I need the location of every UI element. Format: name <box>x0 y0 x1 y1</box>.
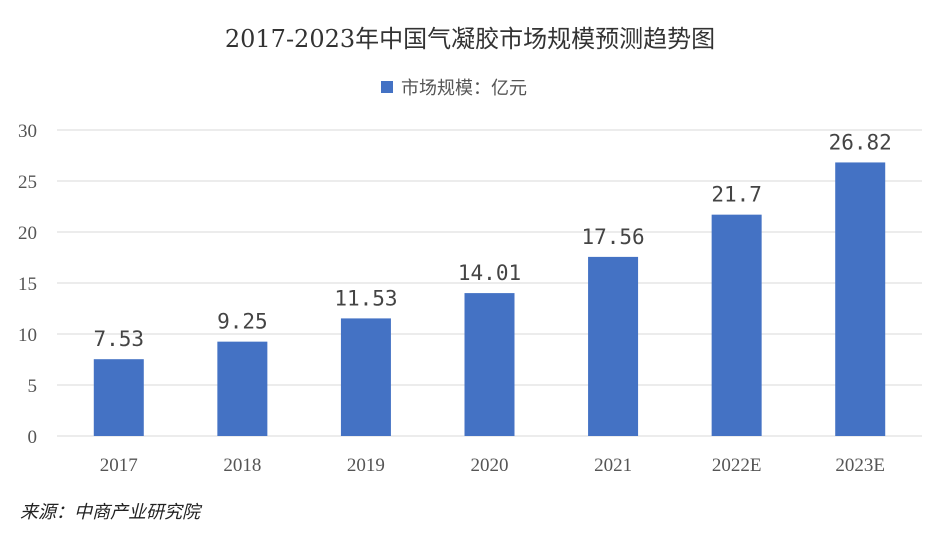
bar <box>340 318 391 436</box>
x-tick-label: 2021 <box>594 455 632 476</box>
x-axis-ticks: 2017 2018 2019 2020 2021 2022E 2023E <box>100 455 885 476</box>
y-tick-label: 15 <box>18 274 37 295</box>
y-tick-label: 5 <box>28 376 38 397</box>
bar <box>835 162 886 436</box>
y-tick-label: 20 <box>18 223 37 244</box>
legend-swatch <box>381 81 393 93</box>
data-labels: 7.53 9.25 11.53 14.01 17.56 21.7 26.82 <box>93 130 891 351</box>
bar <box>217 341 268 436</box>
x-tick-label: 2018 <box>223 455 261 476</box>
data-label: 26.82 <box>829 130 892 154</box>
bar <box>93 359 144 436</box>
bar <box>711 214 762 436</box>
x-tick-label: 2019 <box>347 455 385 476</box>
chart-title: 2017-2023年中国气凝胶市场规模预测趋势图 <box>225 25 715 53</box>
x-tick-label: 2023E <box>835 455 885 476</box>
bar <box>464 293 515 436</box>
y-tick-label: 0 <box>28 427 38 448</box>
data-label: 17.56 <box>581 225 644 249</box>
y-axis-ticks: 0 5 10 15 20 25 30 <box>18 121 37 448</box>
y-tick-label: 10 <box>18 325 37 346</box>
y-tick-label: 25 <box>18 172 37 193</box>
x-tick-label: 2017 <box>100 455 138 476</box>
data-label: 9.25 <box>217 310 268 334</box>
data-label: 21.7 <box>711 183 762 207</box>
bars <box>93 162 886 436</box>
legend: 市场规模：亿元 <box>381 78 527 99</box>
x-tick-label: 2022E <box>712 455 762 476</box>
y-tick-label: 30 <box>18 121 37 142</box>
data-label: 7.53 <box>93 327 144 351</box>
bar <box>588 256 639 436</box>
x-tick-label: 2020 <box>471 455 509 476</box>
legend-label: 市场规模：亿元 <box>401 78 527 99</box>
data-label: 11.53 <box>334 286 397 310</box>
source-note: 来源：中商产业研究院 <box>20 502 200 523</box>
data-label: 14.01 <box>458 261 521 285</box>
